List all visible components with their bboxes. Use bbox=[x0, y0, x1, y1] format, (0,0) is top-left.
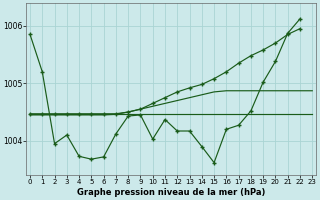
X-axis label: Graphe pression niveau de la mer (hPa): Graphe pression niveau de la mer (hPa) bbox=[77, 188, 265, 197]
